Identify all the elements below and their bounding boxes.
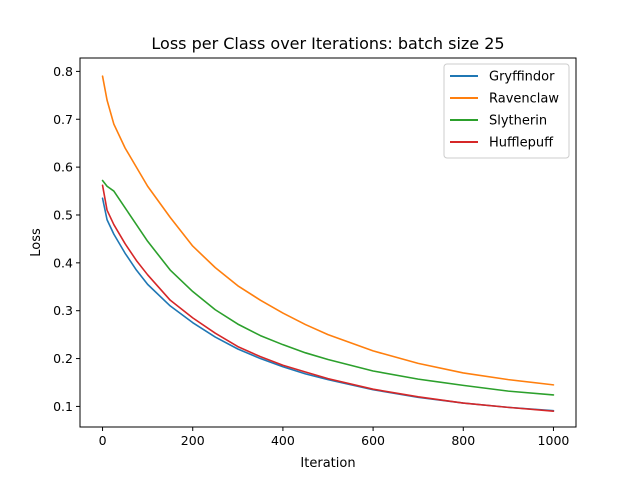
x-tick-label: 400 (271, 433, 295, 448)
y-tick-label: 0.6 (53, 160, 73, 175)
legend: Gryffindor Ravenclaw Slytherin Hufflepuff (443, 63, 570, 159)
axes-frame (79, 57, 577, 428)
y-tick-label: 0.4 (53, 255, 73, 270)
y-axis-ticks: 0.1 0.2 0.3 0.4 0.5 0.6 0.7 0.8 (53, 64, 80, 414)
plot-area (79, 57, 577, 428)
x-tick-label: 0 (99, 433, 107, 448)
y-tick-label: 0.7 (53, 112, 73, 127)
y-tick-label: 0.2 (53, 351, 73, 366)
chart-title: Loss per Class over Iterations: batch si… (151, 34, 504, 53)
legend-label-hufflepuff: Hufflepuff (489, 136, 554, 151)
legend-label-slytherin: Slytherin (489, 114, 547, 129)
series-line-slytherin (101, 179, 555, 396)
y-tick-label: 0.5 (53, 207, 73, 222)
legend-frame (443, 63, 570, 159)
x-axis-ticks: 0 200 400 600 800 1000 (99, 427, 570, 448)
series-lines (101, 75, 555, 413)
y-tick-label: 0.8 (53, 64, 73, 79)
x-tick-label: 600 (361, 433, 385, 448)
y-tick-label: 0.3 (53, 303, 73, 318)
x-axis-label: Iteration (300, 456, 355, 471)
series-line-hufflepuff (101, 184, 555, 413)
y-axis-label: Loss (29, 228, 44, 257)
x-tick-label: 200 (181, 433, 205, 448)
x-tick-label: 1000 (538, 433, 570, 448)
legend-label-gryffindor: Gryffindor (489, 70, 555, 85)
y-tick-label: 0.1 (53, 399, 73, 414)
legend-label-ravenclaw: Ravenclaw (489, 92, 559, 107)
x-tick-label: 800 (451, 433, 475, 448)
series-line-ravenclaw (101, 75, 555, 386)
